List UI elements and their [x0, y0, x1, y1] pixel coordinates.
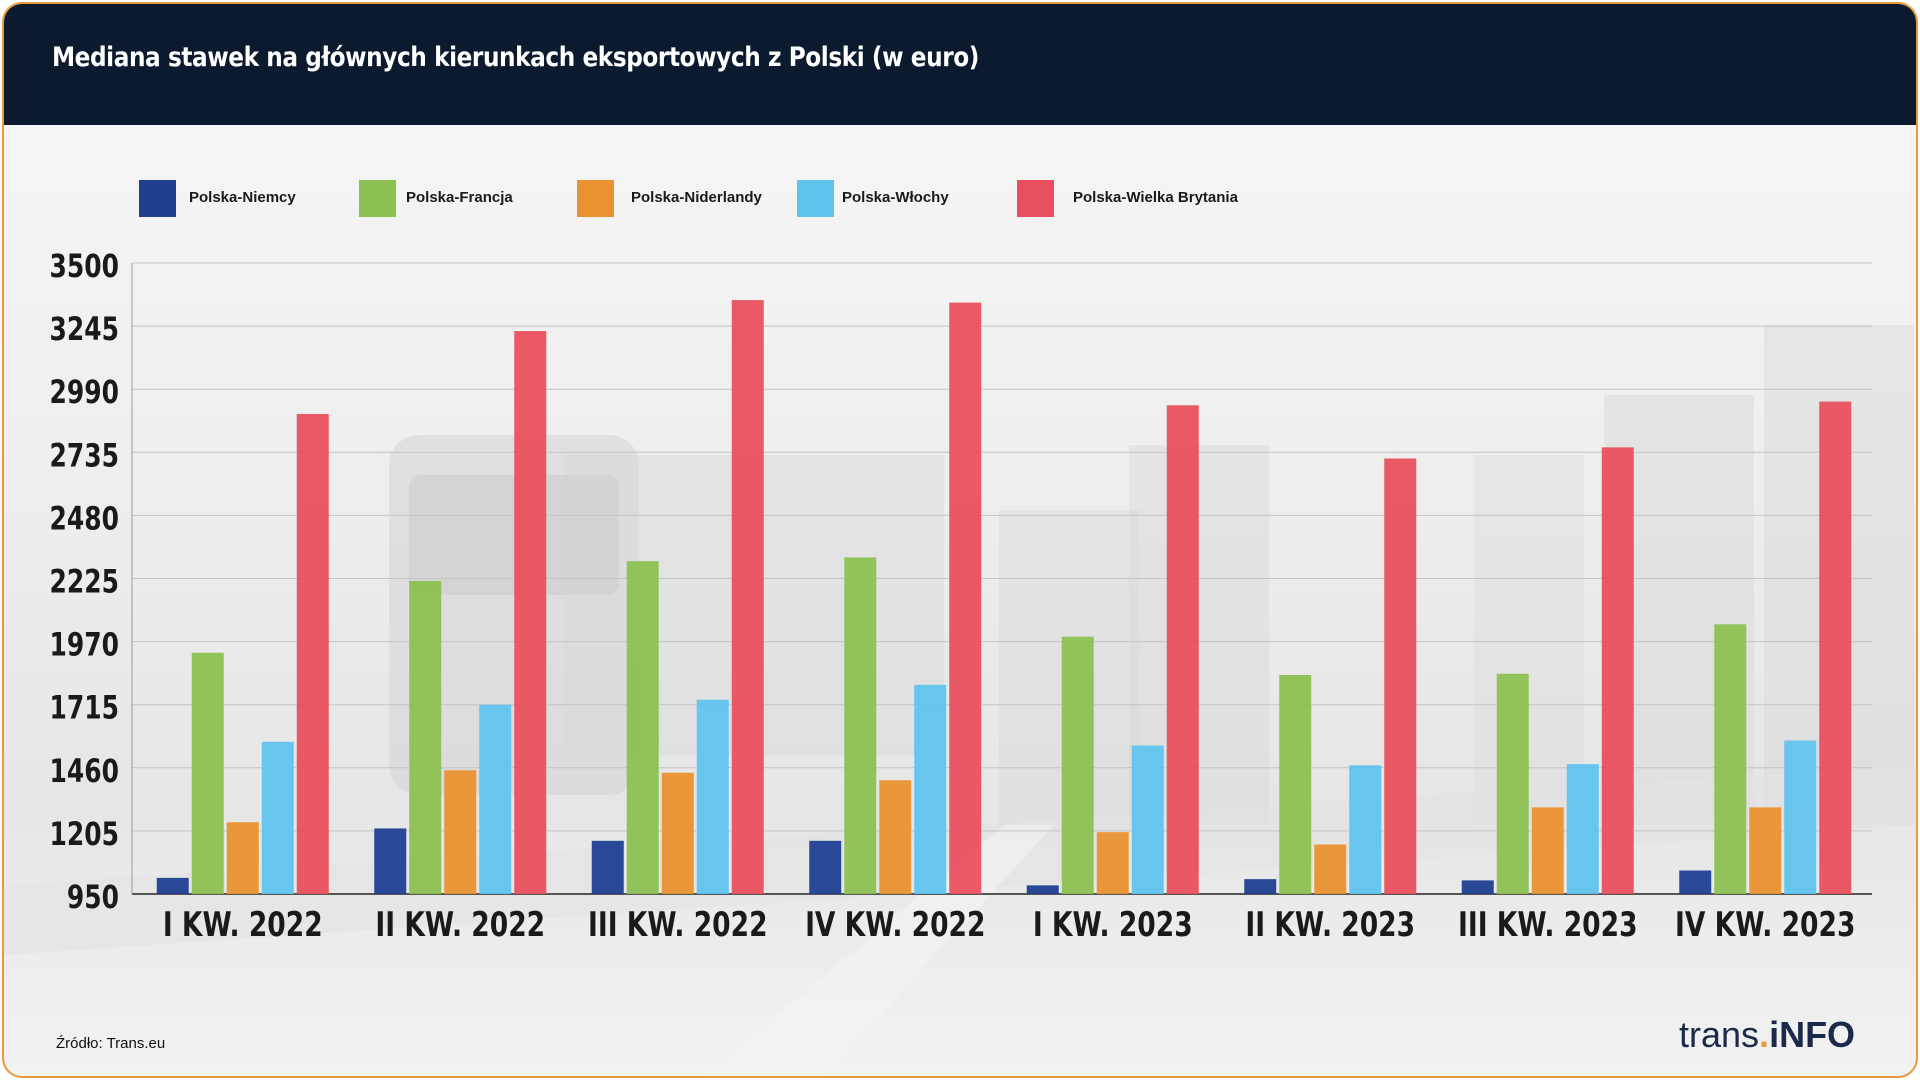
source-note: Źródło: Trans.eu: [56, 1035, 166, 1052]
y-tick-label: 1205: [50, 815, 119, 853]
legend-swatch-polska-francja: [359, 180, 396, 217]
chart-title: Mediana stawek na głównych kierunkach ek…: [52, 42, 979, 73]
bar-chart: Polska-Niemcy Polska-Francja Polska-Nide…: [4, 125, 1916, 1076]
bar-polska-niemcy: [156, 877, 189, 894]
bar-polska-niemcy: [1026, 885, 1059, 894]
x-tick-label: IV KW. 2023: [1675, 906, 1855, 945]
bar-polska-w-ochy: [1349, 765, 1382, 894]
bar-polska-wielka-brytania: [949, 302, 982, 894]
bar-polska-francja: [1714, 624, 1747, 894]
legend-label-polska-niemcy: Polska-Niemcy: [189, 189, 296, 206]
x-tick-label: I KW. 2023: [1033, 906, 1193, 945]
y-tick-label: 950: [67, 878, 119, 916]
y-tick-label: 2990: [50, 373, 119, 411]
bar-polska-wielka-brytania: [514, 331, 547, 894]
bar-polska-niemcy: [591, 840, 624, 894]
y-tick-label: 1970: [50, 625, 119, 663]
legend-swatch-polska-niderlandy: [577, 180, 614, 217]
legend-label-polska-wielka-brytania: Polska-Wielka Brytania: [1073, 189, 1238, 206]
y-tick-label: 2480: [50, 499, 119, 537]
bar-polska-niemcy: [1461, 880, 1494, 894]
bar-polska-niemcy: [1679, 870, 1712, 894]
bar-polska-niemcy: [1244, 879, 1277, 894]
bar-polska-francja: [409, 580, 442, 894]
bar-polska-wielka-brytania: [1819, 401, 1852, 894]
bar-polska-niemcy: [374, 828, 407, 894]
bar-polska-w-ochy: [1784, 740, 1817, 894]
y-tick-label: 1715: [50, 689, 119, 727]
bar-polska-niderlandy: [444, 770, 477, 894]
bar-polska-w-ochy: [479, 704, 512, 894]
x-tick-label: III KW. 2023: [1458, 906, 1638, 945]
legend-swatch-polska-niemcy: [139, 180, 176, 217]
x-tick-label: III KW. 2022: [588, 906, 768, 945]
legend-swatch-polska-wlochy: [797, 180, 834, 217]
y-tick-label: 3500: [50, 247, 119, 285]
y-tick-label: 2225: [50, 562, 119, 600]
bar-polska-francja: [626, 561, 659, 894]
bar-polska-niderlandy: [1531, 807, 1564, 894]
legend-swatch-polska-wielka-brytania: [1017, 180, 1054, 217]
y-tick-label: 2735: [50, 436, 119, 474]
legend-label-polska-francja: Polska-Francja: [406, 189, 513, 206]
bar-polska-niderlandy: [226, 822, 259, 894]
bar-polska-wielka-brytania: [731, 300, 764, 894]
bar-polska-niderlandy: [1096, 832, 1129, 894]
bar-polska-niemcy: [809, 840, 842, 894]
bar-polska-francja: [1279, 675, 1312, 894]
bar-polska-niderlandy: [661, 772, 694, 894]
bar-polska-wielka-brytania: [296, 413, 329, 894]
y-tick-label: 1460: [50, 752, 119, 790]
bar-polska-w-ochy: [261, 741, 294, 894]
brand-logo: trans.iNFO: [1679, 1014, 1856, 1055]
bar-polska-niderlandy: [1314, 844, 1347, 894]
bar-polska-wielka-brytania: [1384, 458, 1417, 894]
bar-polska-w-ochy: [1131, 745, 1164, 894]
bar-polska-w-ochy: [696, 699, 729, 894]
legend-label-polska-niderlandy: Polska-Niderlandy: [631, 189, 762, 206]
bar-polska-niderlandy: [879, 780, 912, 894]
bar-polska-w-ochy: [1566, 764, 1599, 894]
bar-polska-francja: [1496, 673, 1529, 894]
bar-polska-wielka-brytania: [1166, 405, 1199, 894]
bar-polska-francja: [844, 557, 877, 894]
y-tick-label: 3245: [50, 310, 119, 348]
bar-polska-w-ochy: [914, 684, 947, 894]
plot-area: 950 1205 1460 1715 1970 2225 2480 2735 2990 3245 3…: [50, 247, 1872, 945]
bar-polska-francja: [191, 652, 224, 894]
bar-polska-niderlandy: [1749, 807, 1782, 894]
legend-label-polska-wlochy: Polska-Włochy: [842, 189, 949, 206]
x-tick-label: II KW. 2023: [1245, 906, 1415, 945]
x-tick-label: I KW. 2022: [163, 906, 323, 945]
bar-polska-francja: [1061, 636, 1094, 894]
header-bar: Mediana stawek na głównych kierunkach ek…: [4, 4, 1916, 125]
x-tick-label: II KW. 2022: [375, 906, 545, 945]
bar-polska-wielka-brytania: [1601, 447, 1634, 894]
x-tick-label: IV KW. 2022: [805, 906, 985, 945]
